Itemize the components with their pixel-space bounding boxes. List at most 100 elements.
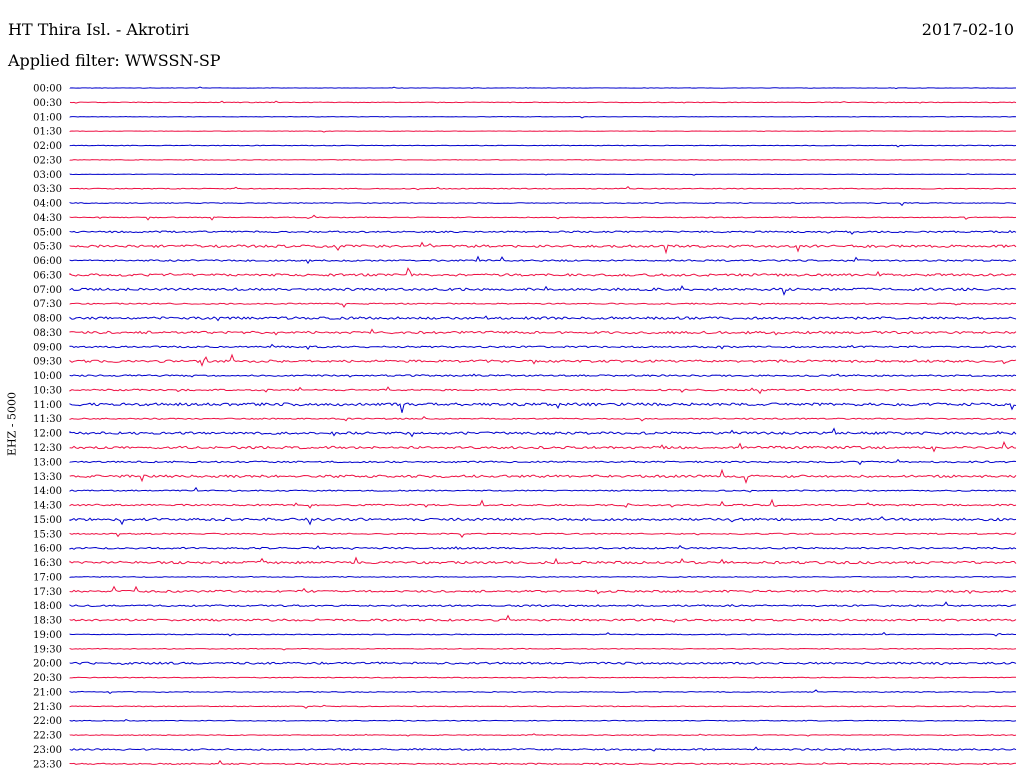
trace-row bbox=[69, 353, 1017, 367]
row-time-label: 13:00 bbox=[33, 457, 62, 468]
trace-row bbox=[69, 130, 1017, 133]
row-time-label: 03:00 bbox=[33, 170, 62, 181]
trace-row bbox=[69, 440, 1017, 453]
trace-row bbox=[69, 556, 1017, 565]
trace-row bbox=[69, 498, 1017, 509]
trace-row bbox=[69, 116, 1017, 119]
trace-row bbox=[69, 202, 1017, 207]
row-time-label: 10:30 bbox=[33, 385, 62, 396]
row-time-label: 21:30 bbox=[33, 702, 62, 713]
trace-row bbox=[69, 601, 1017, 608]
row-time-label: 11:00 bbox=[33, 400, 62, 411]
trace-row bbox=[69, 214, 1017, 221]
row-time-label: 00:00 bbox=[33, 84, 62, 95]
row-time-label: 15:30 bbox=[33, 529, 62, 540]
row-time-label: 20:30 bbox=[33, 673, 62, 684]
trace-row bbox=[69, 302, 1017, 308]
trace-row bbox=[69, 532, 1017, 538]
row-time-label: 18:30 bbox=[33, 616, 62, 627]
row-time-label: 06:00 bbox=[33, 256, 62, 267]
row-time-label: 12:30 bbox=[33, 443, 62, 454]
row-time-label: 03:30 bbox=[33, 184, 62, 195]
trace-row bbox=[69, 267, 1017, 277]
row-time-label: 16:30 bbox=[33, 558, 62, 569]
trace-row bbox=[69, 185, 1017, 191]
trace-row bbox=[69, 100, 1017, 104]
trace-row bbox=[69, 229, 1017, 235]
trace-row bbox=[69, 718, 1017, 722]
trace-row bbox=[69, 144, 1017, 148]
row-time-label: 08:30 bbox=[33, 328, 62, 339]
trace-row bbox=[69, 373, 1017, 378]
trace-row bbox=[69, 173, 1017, 176]
row-time-label: 09:30 bbox=[33, 357, 62, 368]
trace-row bbox=[69, 415, 1017, 422]
row-time-label: 18:00 bbox=[33, 601, 62, 612]
station-title: HT Thira Isl. - Akrotiri bbox=[8, 20, 190, 39]
trace-row bbox=[69, 328, 1017, 336]
row-time-label: 00:30 bbox=[33, 98, 62, 109]
row-time-label: 09:00 bbox=[33, 342, 62, 353]
trace-row bbox=[69, 241, 1017, 255]
trace-row bbox=[69, 458, 1017, 466]
trace-row bbox=[69, 746, 1017, 752]
row-time-label: 19:00 bbox=[33, 630, 62, 641]
trace-row bbox=[69, 585, 1017, 595]
row-time-label: 14:00 bbox=[33, 486, 62, 497]
row-time-label: 22:30 bbox=[33, 731, 62, 742]
row-time-label: 15:00 bbox=[33, 515, 62, 526]
trace-row bbox=[69, 759, 1017, 766]
row-time-label: 13:30 bbox=[33, 472, 62, 483]
trace-row bbox=[69, 661, 1017, 666]
row-time-label: 20:00 bbox=[33, 659, 62, 670]
row-time-label: 19:30 bbox=[33, 644, 62, 655]
trace-row bbox=[69, 647, 1017, 651]
trace-row bbox=[69, 343, 1017, 350]
trace-row bbox=[69, 631, 1017, 637]
trace-row bbox=[69, 733, 1017, 737]
trace-row bbox=[69, 468, 1017, 484]
trace-row bbox=[69, 704, 1017, 709]
row-time-label: 05:30 bbox=[33, 242, 62, 253]
row-time-label: 07:30 bbox=[33, 299, 62, 310]
trace-row bbox=[69, 315, 1017, 322]
row-time-label: 08:00 bbox=[33, 314, 62, 325]
trace-row bbox=[69, 544, 1017, 551]
row-time-label: 23:30 bbox=[33, 759, 62, 770]
row-time-label: 02:30 bbox=[33, 155, 62, 166]
row-time-label: 04:30 bbox=[33, 213, 62, 224]
row-time-label: 17:00 bbox=[33, 572, 62, 583]
trace-row bbox=[69, 614, 1017, 623]
row-time-label: 01:00 bbox=[33, 112, 62, 123]
row-time-label: 06:30 bbox=[33, 270, 62, 281]
trace-row bbox=[69, 427, 1017, 438]
row-time-label: 04:00 bbox=[33, 199, 62, 210]
filter-label: Applied filter: WWSSN-SP bbox=[8, 51, 221, 70]
trace-row bbox=[69, 86, 1017, 90]
trace-row bbox=[69, 402, 1017, 413]
row-time-label: 23:00 bbox=[33, 745, 62, 756]
row-time-label: 02:00 bbox=[33, 141, 62, 152]
trace-row bbox=[69, 159, 1017, 161]
row-time-label: 16:00 bbox=[33, 544, 62, 555]
trace-row bbox=[69, 486, 1017, 493]
row-time-label: 10:00 bbox=[33, 371, 62, 382]
row-time-label: 21:00 bbox=[33, 687, 62, 698]
trace-row bbox=[69, 386, 1017, 395]
row-time-label: 14:30 bbox=[33, 501, 62, 512]
trace-row bbox=[69, 576, 1017, 579]
row-time-label: 17:30 bbox=[33, 587, 62, 598]
row-time-label: 12:00 bbox=[33, 429, 62, 440]
record-date: 2017-02-10 bbox=[921, 20, 1014, 39]
row-time-label: 05:00 bbox=[33, 227, 62, 238]
trace-row bbox=[69, 689, 1017, 695]
trace-row bbox=[69, 516, 1017, 526]
trace-row bbox=[69, 255, 1017, 265]
row-time-label: 07:00 bbox=[33, 285, 62, 296]
row-time-label: 22:00 bbox=[33, 716, 62, 727]
trace-row bbox=[69, 676, 1017, 679]
row-time-label: 01:30 bbox=[33, 127, 62, 138]
trace-row bbox=[69, 285, 1017, 296]
row-time-label: 11:30 bbox=[33, 414, 62, 425]
